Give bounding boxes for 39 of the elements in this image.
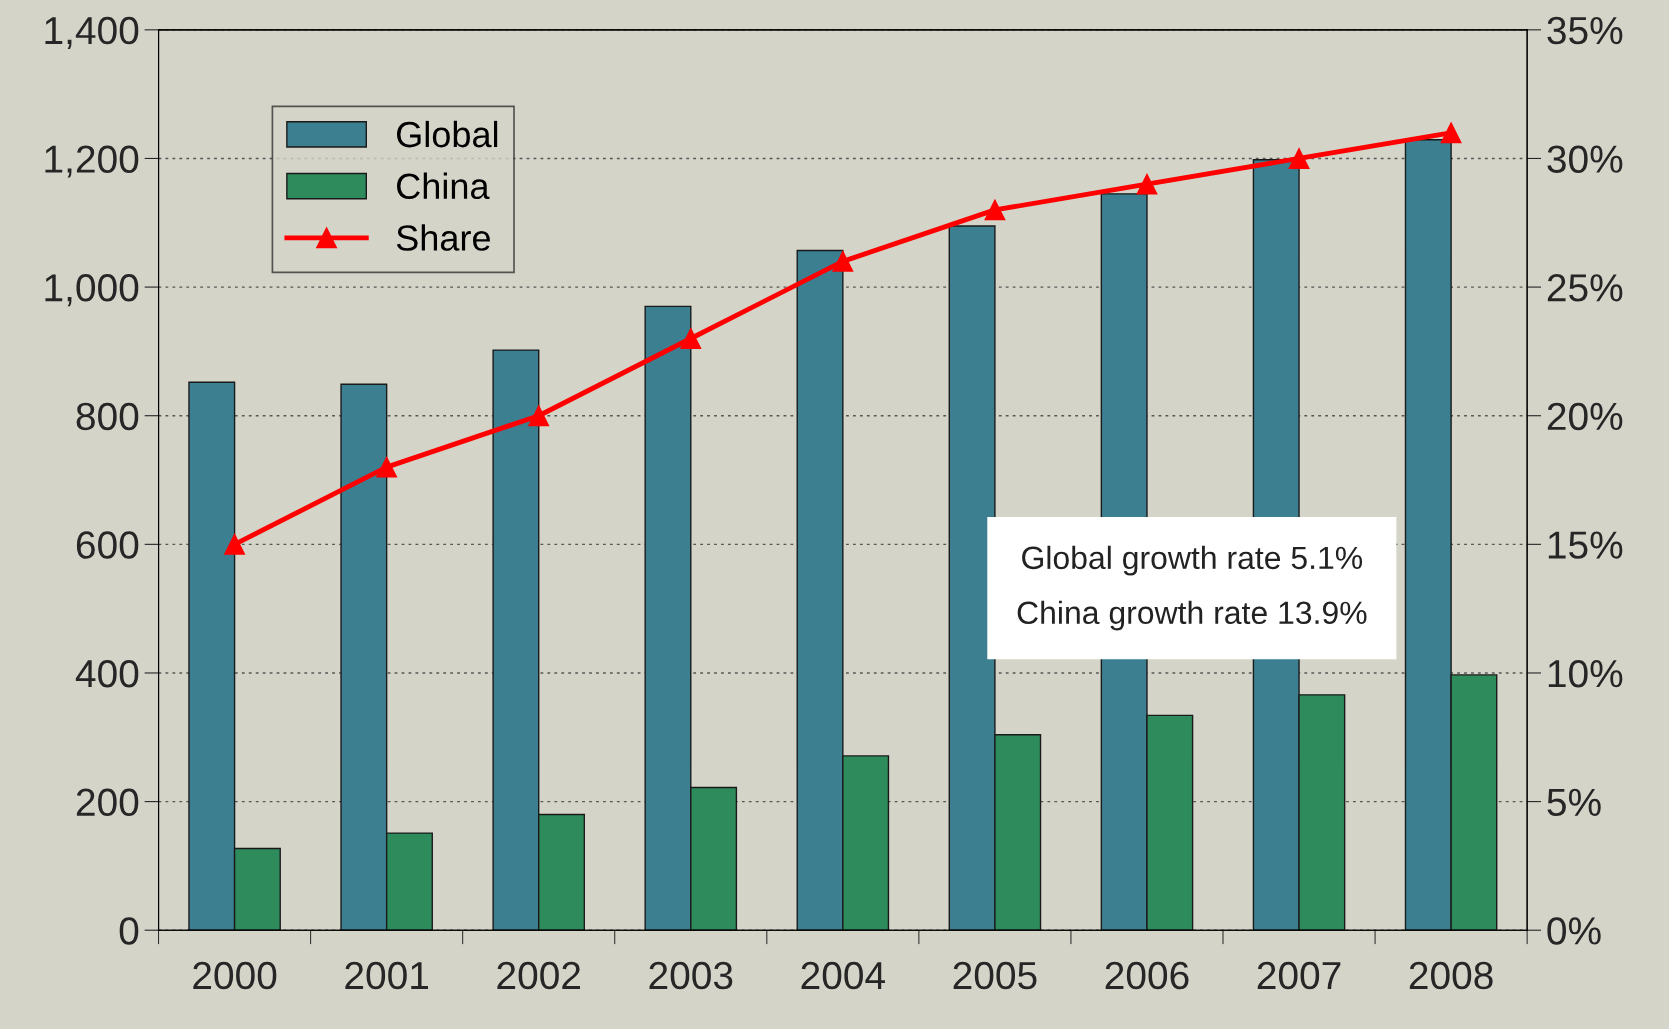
legend-label: Share xyxy=(396,224,490,251)
x-tick-label: 2000 xyxy=(193,961,277,990)
x-tick-label: 2008 xyxy=(1409,961,1493,990)
y-tick-label: 1,000 xyxy=(45,274,139,307)
x-tick-label: 2002 xyxy=(497,961,581,990)
point xyxy=(984,199,1006,221)
x-tick-label: 2001 xyxy=(345,961,429,990)
x-tick-label: 2005 xyxy=(953,961,1037,990)
legend-label: Global xyxy=(397,120,498,148)
point xyxy=(224,533,246,555)
y-tick-label: 400 xyxy=(75,659,139,688)
point xyxy=(1288,148,1310,169)
point xyxy=(528,405,550,427)
y-tick-label: 0 xyxy=(119,917,139,945)
x-tick-label: 2006 xyxy=(1105,961,1189,990)
x-tick-label: 2004 xyxy=(801,961,885,990)
legend-label: China xyxy=(397,172,490,200)
y-tick-label: 200 xyxy=(76,788,139,817)
y-tick-label: 1,400 xyxy=(45,16,139,49)
point xyxy=(832,250,854,272)
y2-tick-label: 20% xyxy=(1547,402,1623,431)
point xyxy=(1440,122,1462,144)
annotation: Global growth rate 5.1% xyxy=(1022,545,1363,576)
annotation: China growth rate 13.9% xyxy=(1017,600,1367,631)
y2-tick-label: 25% xyxy=(1547,274,1623,302)
x-tick-label: 2003 xyxy=(649,961,733,990)
point xyxy=(680,328,702,349)
y2-tick-label: 5% xyxy=(1547,788,1601,817)
y2-tick-label: 15% xyxy=(1548,531,1623,559)
y2-tick-label: 30% xyxy=(1547,145,1623,173)
x-tick-label: 2007 xyxy=(1257,961,1341,990)
y-tick-label: 800 xyxy=(76,402,139,431)
y-tick-label: 1,200 xyxy=(45,145,139,178)
point xyxy=(376,456,398,478)
y2-tick-label: 35% xyxy=(1547,16,1623,45)
y-tick-label: 600 xyxy=(76,531,139,559)
y2-tick-label: 10% xyxy=(1548,659,1623,688)
y2-tick-label: 0% xyxy=(1547,917,1601,945)
point xyxy=(1136,173,1158,195)
